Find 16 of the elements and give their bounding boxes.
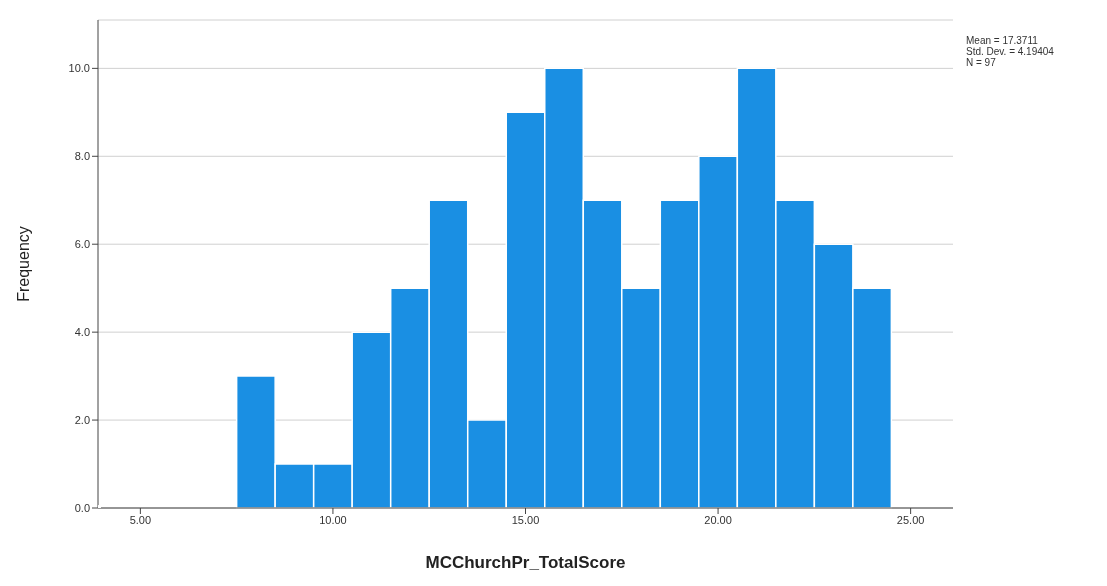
y-axis-title: Frequency	[14, 226, 32, 302]
text: Mean = 17.3711	[966, 35, 1039, 46]
x-axis-title: MCChurchPr_TotalScore	[425, 553, 626, 572]
x-tick-label: 25.00	[896, 513, 925, 526]
x-tick-label: 15.00	[511, 513, 540, 526]
y-tick-label: 2.0	[74, 413, 90, 426]
y-tick-label: 0.0	[74, 501, 90, 514]
x-tick-label: 20.00	[704, 513, 732, 526]
y-tick-label: 10.0	[68, 62, 90, 75]
text: N = 97	[966, 57, 997, 68]
x-tick-label: 5.00	[129, 513, 152, 526]
y-tick-label: 4.0	[74, 326, 90, 339]
y-tick-label: 8.0	[74, 150, 90, 163]
x-tick-label: 10.00	[319, 513, 347, 526]
text: Std. Dev. = 4.19404	[966, 46, 1054, 57]
y-tick-label: 6.0	[74, 238, 90, 251]
